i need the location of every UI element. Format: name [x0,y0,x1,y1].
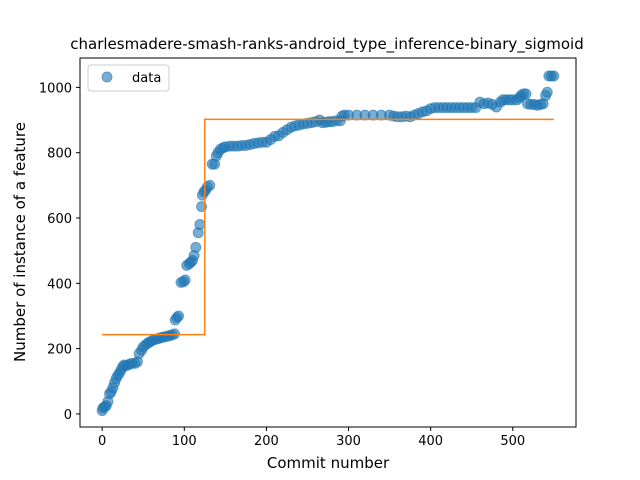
fit-step-line [102,118,554,336]
y-tick-label: 400 [47,277,72,292]
x-tick-label: 200 [254,434,279,449]
y-tick-label: 600 [47,212,72,227]
x-tick-label: 300 [336,434,361,449]
legend-marker-data [101,71,113,83]
x-tick-label: 500 [500,434,525,449]
y-tick-label: 1000 [39,81,72,96]
data-point [196,201,208,213]
x-tick-label: 0 [98,434,106,449]
data-point [548,70,560,82]
x-tick-label: 100 [172,434,197,449]
data-point [179,274,191,286]
y-tick-label: 0 [64,408,72,423]
x-tick-label: 400 [418,434,443,449]
y-axis-label: Number of instance of a feature [11,122,29,362]
legend-box [87,64,170,92]
y-axis: 0 200 400 600 800 1000 [39,81,80,423]
data-point [190,241,202,253]
legend-label-data: data [132,71,161,86]
data-point [520,88,532,100]
legend: data [87,64,170,92]
x-axis-label: Commit number [267,454,390,472]
y-tick-label: 800 [47,147,72,162]
data-point [204,179,216,191]
plot-area [96,70,560,417]
x-axis: 0 100 200 300 400 500 [98,427,525,449]
plot-frame [79,57,577,428]
data-point [541,86,553,98]
chart-title: charlesmadere-smash-ranks-android_type_i… [70,35,583,54]
data-point [173,310,185,322]
data-point [194,219,206,231]
y-tick-label: 200 [47,343,72,358]
